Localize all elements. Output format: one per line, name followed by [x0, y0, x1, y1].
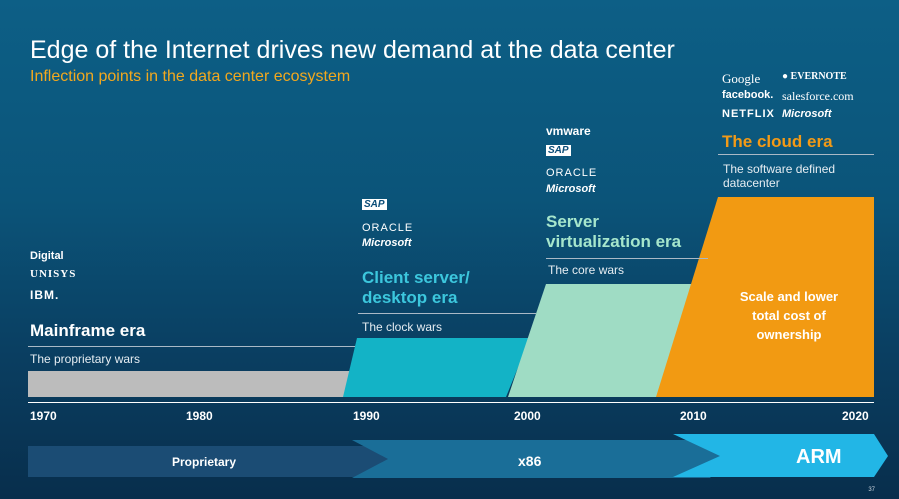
year-label: 1990	[353, 409, 380, 423]
cloud-era-divider	[718, 154, 874, 155]
ibm-logo: IBM.	[30, 288, 60, 302]
slide-title: Edge of the Internet drives new demand a…	[30, 36, 675, 64]
timeline-axis	[28, 402, 874, 403]
microsoft-logo: Microsoft	[546, 183, 596, 195]
cloud-era-tagline: The software defined datacenter	[723, 162, 836, 190]
oracle-logo: ORACLE	[362, 222, 414, 234]
cloud-era-callout: Scale and lower total cost of ownership	[739, 289, 839, 342]
arm-band-label: ARM	[796, 446, 842, 468]
virtualization-era-bar	[508, 284, 700, 397]
year-label: 2020	[842, 409, 869, 423]
mainframe-era-bar	[28, 371, 355, 397]
google-logo: Google	[722, 71, 761, 86]
slide-subtitle: Inflection points in the data center eco…	[30, 68, 351, 85]
client-server-era-bar	[343, 338, 530, 397]
client-server-era-divider	[358, 313, 536, 314]
client-server-era-tagline: The clock wars	[362, 320, 443, 334]
sap-logo: SAP	[546, 145, 571, 156]
vmware-logo: vmware	[546, 124, 591, 138]
oracle-logo: ORACLE	[546, 167, 598, 179]
evernote-logo: ● EVERNOTE	[782, 71, 847, 82]
year-label: 1970	[30, 409, 57, 423]
microsoft-logo: Microsoft	[362, 237, 412, 249]
client-server-era-title: Client server/ desktop era	[362, 268, 470, 307]
unisys-logo: UNISYS	[30, 268, 77, 280]
mainframe-era-title: Mainframe era	[30, 321, 146, 340]
proprietary-band	[28, 446, 395, 477]
microsoft-logo: Microsoft	[782, 108, 832, 120]
evernote-icon: ●	[782, 71, 789, 82]
facebook-logo: facebook.	[722, 89, 774, 101]
mainframe-era-tagline: The proprietary wars	[30, 352, 141, 366]
cloud-era-bar	[656, 197, 874, 397]
year-label: 2010	[680, 409, 707, 423]
mainframe-era-divider	[28, 346, 355, 347]
virtualization-era-tagline: The core wars	[548, 263, 625, 277]
cloud-era-title: The cloud era	[722, 132, 833, 151]
year-label: 2000	[514, 409, 541, 423]
netflix-logo: NETFLIX	[722, 108, 775, 120]
digital-logo: Digital	[30, 250, 64, 262]
virtualization-era-divider	[546, 258, 708, 259]
salesforce-logo: salesforce.com	[782, 89, 854, 103]
virtualization-era-title: Server virtualization era	[546, 212, 682, 251]
proprietary-band-label: Proprietary	[172, 455, 237, 469]
sap-logo: SAP	[362, 199, 387, 210]
x86-band-label: x86	[518, 453, 542, 469]
arm-band	[673, 434, 888, 477]
year-label: 1980	[186, 409, 213, 423]
x86-band	[352, 440, 726, 478]
page-number: 37	[868, 487, 875, 493]
